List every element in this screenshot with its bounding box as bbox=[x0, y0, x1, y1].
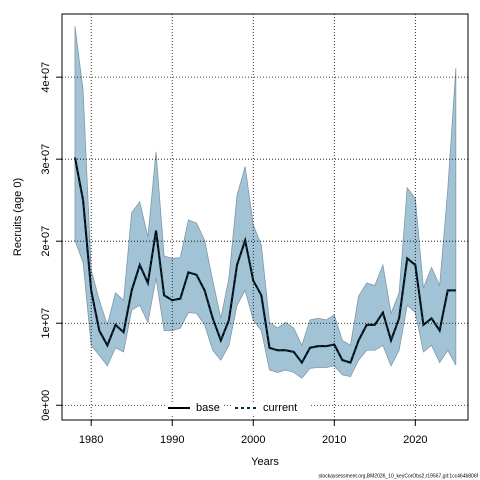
x-tick-label: 2010 bbox=[322, 434, 346, 446]
y-tick-label: 4e+07 bbox=[40, 62, 52, 93]
plot-frame bbox=[61, 13, 469, 421]
series-line bbox=[73, 157, 456, 365]
y-tick-label: 2e+07 bbox=[40, 226, 52, 257]
x-tick-label: 1990 bbox=[160, 434, 184, 446]
legend-label: base bbox=[196, 402, 220, 414]
x-tick-label: 2020 bbox=[403, 434, 427, 446]
x-axis-label: Years bbox=[251, 456, 279, 468]
legend-bg bbox=[166, 402, 224, 414]
y-tick-label: 1e+07 bbox=[40, 308, 52, 339]
legend-bg bbox=[233, 402, 309, 414]
confidence-band bbox=[74, 26, 457, 379]
y-tick-label: 3e+07 bbox=[40, 144, 52, 175]
y-tick-label: 0e+00 bbox=[40, 390, 52, 421]
x-tick-label: 2000 bbox=[241, 434, 265, 446]
footer: stockassessment.org,BM2026_10_keyCorObs2… bbox=[318, 473, 478, 479]
legend-label: current bbox=[263, 402, 297, 414]
y-axis-label: Recruits (age 0) bbox=[12, 178, 24, 256]
x-tick-label: 1980 bbox=[79, 434, 103, 446]
